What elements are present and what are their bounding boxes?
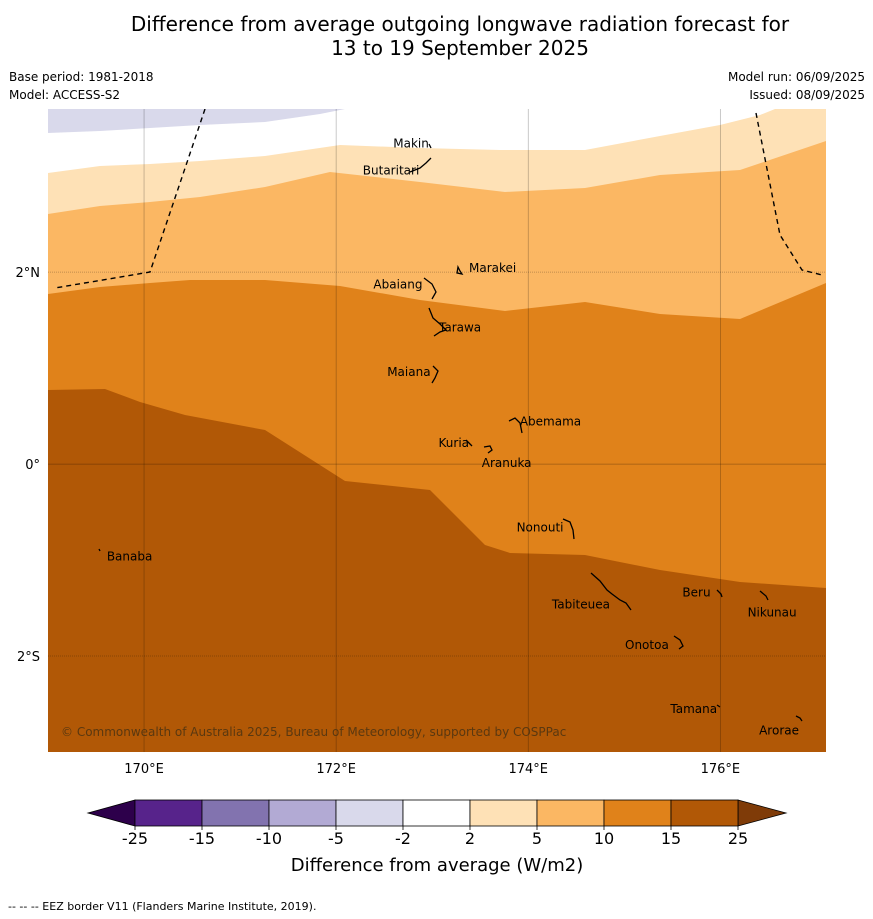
place-label-marakei: Marakei (469, 261, 516, 275)
eez-footnote: -- -- -- EEZ border V11 (Flanders Marine… (8, 900, 317, 913)
island-butaritari (409, 157, 432, 173)
lon-tick-label: 176°E (701, 762, 741, 777)
place-label-nikunau: Nikunau (748, 606, 797, 620)
colorbar-segment (670, 799, 739, 827)
colorbar-tick-label: 5 (532, 829, 542, 848)
eez-border-east (755, 112, 823, 276)
island-banaba (98, 548, 101, 552)
colorbar-segment (201, 799, 270, 827)
place-label-tarawa: Tarawa (438, 321, 481, 335)
place-label-makin: Makin (393, 136, 429, 150)
place-label-nonouti: Nonouti (517, 520, 564, 534)
island-maiana (431, 365, 439, 384)
island-beru (716, 589, 723, 598)
lon-tick-label: 172°E (316, 762, 356, 777)
lat-tick-label: 0° (25, 458, 40, 473)
island-abemama (508, 417, 523, 434)
lat-tick-label: 2°N (16, 266, 41, 281)
colorbar-tick-label: 10 (594, 829, 614, 848)
island-marakei (456, 264, 464, 275)
map-plot-area: Makin Butaritari Marakei Abaiang Tarawa Maian… (48, 109, 826, 752)
place-label-kuria: Kuria (439, 436, 470, 450)
colorbar: -25 -15 -10 -5 -2 2 5 10 15 25 Difference from av… (86, 799, 788, 876)
place-label-tabiteuea: Tabiteuea (551, 598, 610, 612)
colorbar-label: Difference from average (W/m2) (291, 855, 583, 876)
island-onotoa (673, 635, 684, 650)
band-15-25 (48, 389, 826, 752)
grid-lines (48, 109, 826, 752)
island-nonouti (562, 518, 575, 540)
lon-tick-label: 170°E (124, 762, 164, 777)
island-makin (428, 143, 432, 149)
colorbar-tick-label: 2 (465, 829, 475, 848)
axis-tick-labels: 170°E 172°E 174°E 176°E 2°N 0° 2°S (16, 266, 741, 777)
island-arorae (795, 715, 803, 722)
title-line-2: 13 to 19 September 2025 (331, 36, 589, 60)
place-label-onotoa: Onotoa (625, 638, 669, 652)
colorbar-tick-label: -2 (395, 829, 411, 848)
colorbar-segment (335, 799, 404, 827)
island-tabiteuea (590, 572, 632, 611)
colorbar-segments: -25 -15 -10 -5 -2 2 5 10 15 25 (86, 799, 788, 848)
colorbar-tick-label: 15 (661, 829, 681, 848)
colorbar-tick-label: 25 (728, 829, 748, 848)
colorbar-tick-label: -10 (256, 829, 282, 848)
colorbar-segment (469, 799, 538, 827)
island-outlines (98, 143, 803, 722)
place-label-maiana: Maiana (387, 365, 430, 379)
island-abaiang (423, 277, 437, 300)
title-line-1: Difference from average outgoing longwav… (130, 12, 790, 36)
place-label-beru: Beru (682, 586, 710, 600)
place-label-banaba: Banaba (107, 550, 153, 564)
island-tarawa (428, 307, 448, 337)
place-labels: Makin Butaritari Marakei Abaiang Tarawa Maian… (107, 136, 799, 737)
island-aranuka (483, 445, 493, 454)
colorbar-tick-label: -5 (328, 829, 344, 848)
place-label-arorae: Arorae (759, 723, 799, 737)
island-kuria (465, 439, 473, 447)
island-nikunau (759, 590, 769, 601)
colorbar-segment (603, 799, 672, 827)
issued-date: Issued: 08/09/2025 (749, 88, 865, 102)
place-label-butaritari: Butaritari (363, 164, 420, 178)
model-run: Model run: 06/09/2025 (727, 70, 865, 84)
base-period: Base period: 1981-2018 (9, 70, 154, 84)
lon-tick-label: 174°E (508, 762, 548, 777)
colorbar-under-arrow (86, 799, 136, 827)
model-name: Model: ACCESS-S2 (9, 88, 121, 102)
lat-tick-label: 2°S (17, 650, 40, 665)
place-label-abaiang: Abaiang (373, 278, 422, 292)
place-label-tamana: Tamana (669, 702, 717, 716)
place-label-aranuka: Aranuka (482, 456, 532, 470)
colorbar-tick-label: -15 (189, 829, 215, 848)
eez-border-west (54, 109, 206, 289)
copyright-notice: © Commonwealth of Australia 2025, Bureau… (61, 725, 566, 739)
colorbar-segment (402, 799, 471, 827)
place-label-abemama: Abemama (520, 415, 581, 429)
colorbar-tick-label: -25 (122, 829, 148, 848)
colorbar-segment (268, 799, 337, 827)
island-tamana (716, 704, 721, 708)
colorbar-over-arrow (737, 799, 788, 827)
colorbar-segment (536, 799, 605, 827)
colorbar-segment (134, 799, 203, 827)
band-neg5-neg2 (48, 109, 345, 133)
map-title: Difference from average outgoing longwav… (0, 12, 873, 60)
eez-borders (54, 109, 823, 289)
